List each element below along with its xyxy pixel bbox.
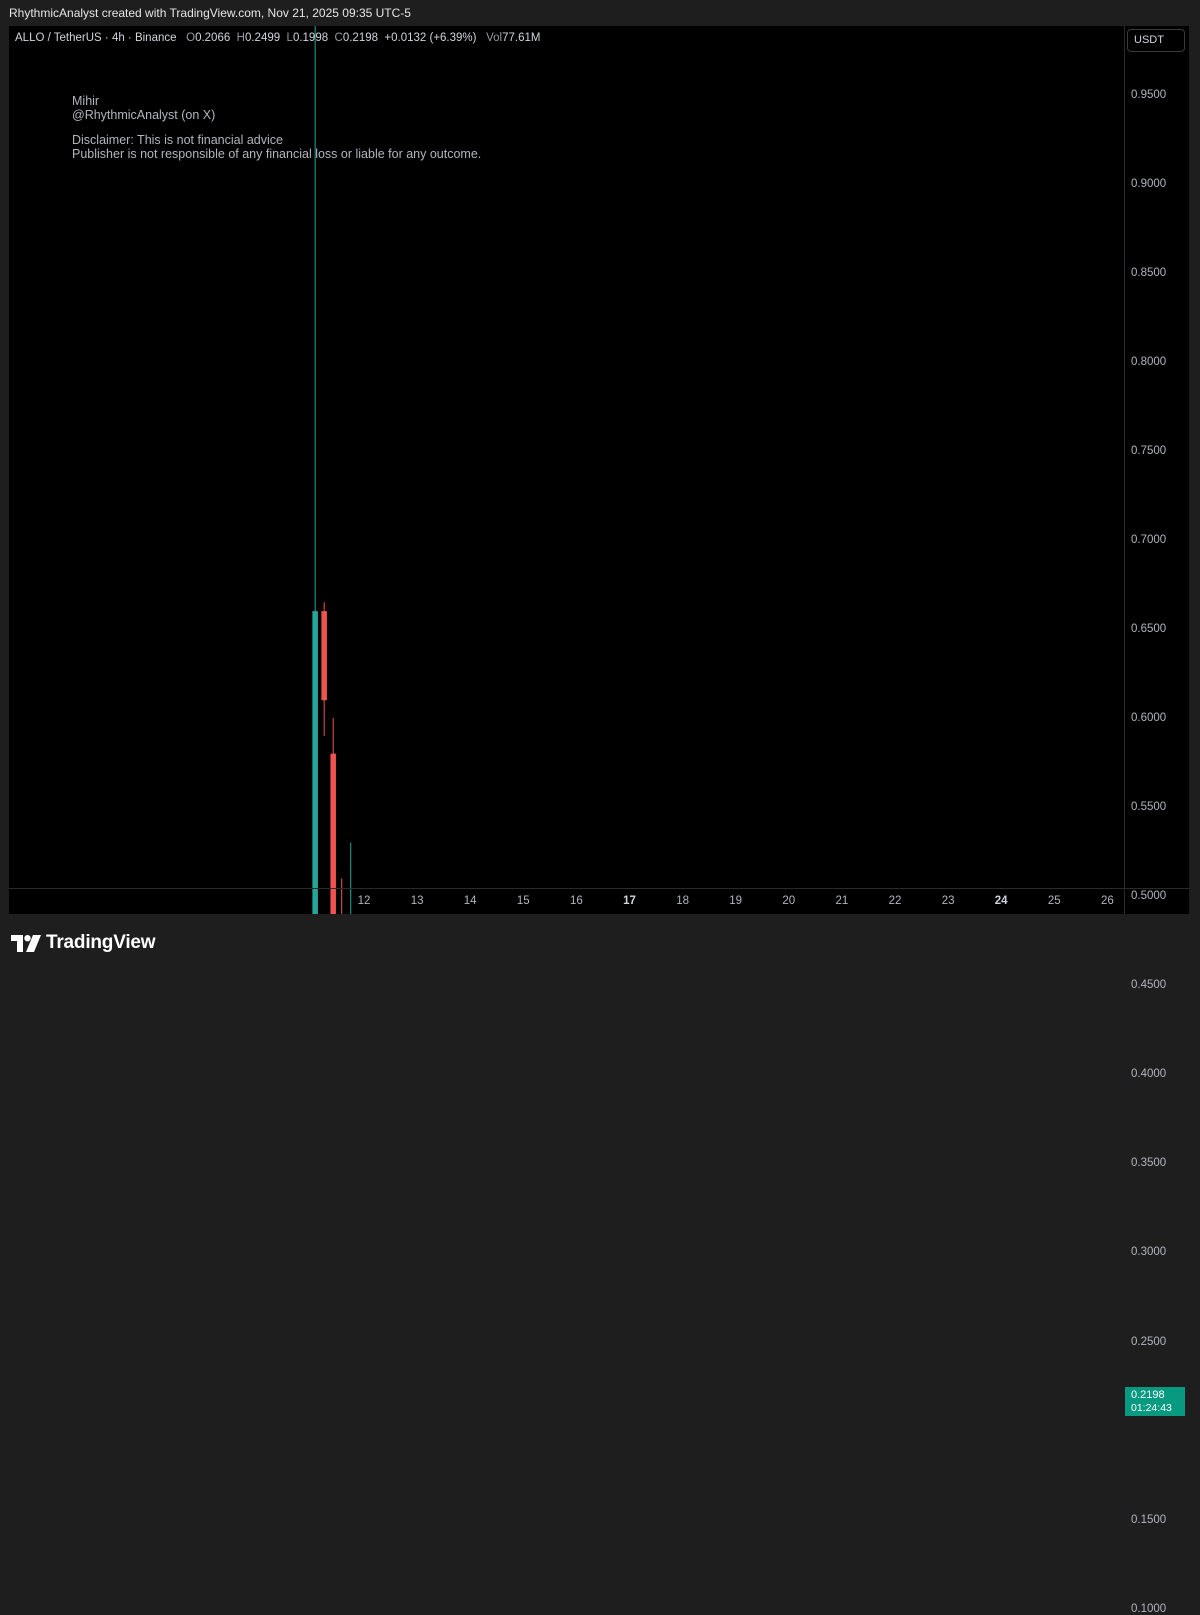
- time-tick-label: 17: [623, 895, 636, 907]
- legend-l-label: L: [286, 32, 293, 44]
- last-price-value: 0.2198: [1131, 1389, 1165, 1402]
- time-tick-label: 20: [782, 895, 796, 907]
- disclaimer-line-2: Publisher is not responsible of any fina…: [72, 147, 482, 161]
- attribution-text: RhythmicAnalyst created with TradingView…: [9, 6, 411, 20]
- legend-h-label: H: [236, 32, 245, 44]
- last-price-tag: 0.2198 01:24:43: [1125, 1387, 1185, 1417]
- price-tick-label: 0.3000: [1131, 1246, 1167, 1259]
- chart-pane[interactable]: ALLO / TetherUS · 4h · Binance O0.2066 H…: [9, 26, 1189, 1615]
- time-tick-label: 25: [1047, 895, 1061, 907]
- legend-close: 0.2198: [342, 32, 379, 44]
- time-tick-label: 13: [410, 895, 424, 907]
- price-tick-label: 0.6000: [1131, 712, 1167, 725]
- author-name: Mihir: [72, 94, 100, 108]
- legend-open: 0.2066: [195, 32, 231, 44]
- candle-body: [330, 753, 336, 914]
- symbol-legend: ALLO / TetherUS · 4h · Binance O0.2066 H…: [15, 32, 540, 44]
- legend-volume: 77.61M: [502, 32, 541, 44]
- price-tick-label: 0.3500: [1131, 1157, 1167, 1170]
- price-axis-divider: [1124, 26, 1125, 914]
- disclaimer-line-1: Disclaimer: This is not financial advice: [72, 133, 283, 147]
- bar-countdown: 01:24:43: [1131, 1402, 1172, 1415]
- price-tick-label: 0.5500: [1131, 801, 1167, 814]
- price-chart[interactable]: [9, 26, 1189, 914]
- time-tick-label: 24: [994, 895, 1008, 907]
- price-tick-label: 0.5000: [1131, 890, 1167, 903]
- price-tick-label: 0.1500: [1131, 1513, 1167, 1526]
- footer: TradingView: [0, 914, 1200, 970]
- legend-low: 0.1998: [292, 32, 329, 44]
- time-tick-label: 19: [729, 895, 743, 907]
- time-axis-divider: [9, 888, 1189, 889]
- price-tick-label: 0.9500: [1131, 88, 1167, 101]
- time-tick-label: 14: [463, 895, 477, 907]
- price-tick-label: 0.4000: [1131, 1068, 1167, 1081]
- time-tick-label: 18: [676, 895, 689, 907]
- author-note: Mihir @RhythmicAnalyst (on X) Disclaimer…: [72, 94, 481, 161]
- price-tick-label: 0.7000: [1131, 533, 1167, 546]
- attribution-bar: RhythmicAnalyst created with TradingView…: [0, 0, 1200, 26]
- price-tick-label: 0.6500: [1131, 622, 1167, 635]
- time-tick-label: 15: [516, 895, 530, 907]
- currency-button[interactable]: USDT: [1127, 29, 1185, 52]
- price-tick-label: 0.9000: [1131, 177, 1167, 190]
- price-tick-label: 0.1000: [1131, 1602, 1167, 1615]
- tradingview-logo[interactable]: TradingView: [11, 932, 156, 954]
- legend-o-label: O: [186, 32, 196, 44]
- time-tick-label: 12: [357, 895, 371, 907]
- legend-c-label: C: [334, 32, 343, 44]
- tradingview-wordmark: TradingView: [46, 932, 156, 953]
- legend-symbol[interactable]: ALLO / TetherUS · 4h · Binance: [15, 32, 177, 44]
- time-tick-label: 26: [1100, 895, 1114, 907]
- time-tick-label: 16: [569, 895, 583, 907]
- price-tick-label: 0.7500: [1131, 444, 1167, 457]
- legend-vol-label: Vol: [486, 32, 503, 44]
- price-tick-label: 0.8000: [1131, 355, 1167, 368]
- tradingview-logo-icon: [11, 934, 41, 952]
- candle-body: [312, 611, 318, 914]
- author-handle: @RhythmicAnalyst (on X): [72, 108, 216, 122]
- time-tick-label: 23: [941, 895, 955, 907]
- legend-change: +0.0132 (+6.39%): [384, 32, 477, 44]
- candle-body: [321, 611, 327, 701]
- price-tick-label: 0.8500: [1131, 266, 1167, 279]
- price-tick-label: 0.4500: [1131, 979, 1167, 992]
- price-tick-label: 0.2500: [1131, 1335, 1167, 1348]
- legend-high: 0.2499: [244, 32, 281, 44]
- time-tick-label: 22: [888, 895, 902, 907]
- time-tick-label: 21: [835, 895, 849, 907]
